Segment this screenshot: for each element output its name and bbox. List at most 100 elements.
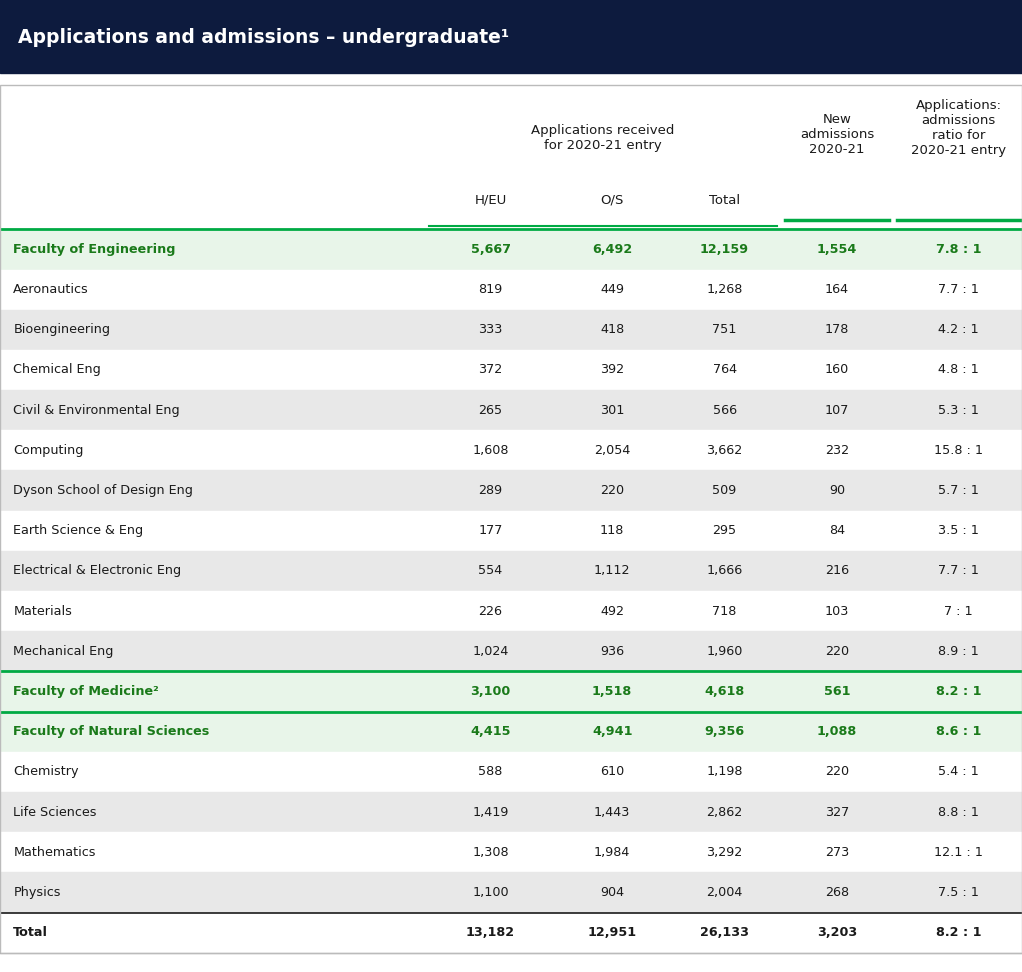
Text: 7.8 : 1: 7.8 : 1 [936, 243, 981, 256]
Text: 1,443: 1,443 [594, 806, 631, 818]
Text: 418: 418 [600, 324, 624, 336]
Text: 904: 904 [600, 885, 624, 899]
Text: 1,608: 1,608 [472, 444, 509, 457]
Text: H/EU: H/EU [474, 193, 507, 207]
Text: Faculty of Engineering: Faculty of Engineering [13, 243, 176, 256]
Bar [0, 591, 1022, 631]
Text: 220: 220 [825, 644, 849, 658]
Bar [0, 913, 1022, 953]
Text: 4,415: 4,415 [470, 725, 511, 738]
Text: 1,666: 1,666 [706, 565, 743, 577]
Text: 751: 751 [712, 324, 737, 336]
Text: 164: 164 [825, 283, 849, 296]
Text: 7.7 : 1: 7.7 : 1 [938, 283, 979, 296]
Text: 12.1 : 1: 12.1 : 1 [934, 846, 983, 858]
Text: 610: 610 [600, 765, 624, 779]
Text: 3,100: 3,100 [470, 685, 511, 698]
Text: Life Sciences: Life Sciences [13, 806, 97, 818]
Text: Applications and admissions – undergraduate¹: Applications and admissions – undergradu… [18, 28, 510, 47]
Text: 8.9 : 1: 8.9 : 1 [938, 644, 979, 658]
Text: 107: 107 [825, 403, 849, 417]
Text: 333: 333 [478, 324, 503, 336]
Bar [0, 350, 1022, 390]
Text: 449: 449 [600, 283, 624, 296]
Text: 588: 588 [478, 765, 503, 779]
Bar [0, 229, 1022, 269]
Text: 84: 84 [829, 524, 845, 538]
Text: 4.2 : 1: 4.2 : 1 [938, 324, 979, 336]
Bar [0, 310, 1022, 350]
Text: Dyson School of Design Eng: Dyson School of Design Eng [13, 484, 193, 497]
Text: 1,554: 1,554 [817, 243, 857, 256]
Text: 509: 509 [712, 484, 737, 497]
Bar [0, 631, 1022, 672]
Text: 12,159: 12,159 [700, 243, 749, 256]
Text: Earth Science & Eng: Earth Science & Eng [13, 524, 143, 538]
Text: 1,984: 1,984 [594, 846, 631, 858]
Text: 273: 273 [825, 846, 849, 858]
Bar [0, 269, 1022, 310]
Text: 1,112: 1,112 [594, 565, 631, 577]
Text: 232: 232 [825, 444, 849, 457]
Text: 764: 764 [712, 364, 737, 376]
Text: 1,088: 1,088 [817, 725, 857, 738]
Text: 1,419: 1,419 [472, 806, 509, 818]
Text: 265: 265 [478, 403, 503, 417]
Text: 1,024: 1,024 [472, 644, 509, 658]
Text: 220: 220 [825, 765, 849, 779]
Text: 15.8 : 1: 15.8 : 1 [934, 444, 983, 457]
Text: 177: 177 [478, 524, 503, 538]
Text: 8.8 : 1: 8.8 : 1 [938, 806, 979, 818]
Bar [0, 792, 1022, 832]
Text: 392: 392 [600, 364, 624, 376]
Text: Electrical & Electronic Eng: Electrical & Electronic Eng [13, 565, 182, 577]
Text: 160: 160 [825, 364, 849, 376]
Text: 566: 566 [712, 403, 737, 417]
Text: 301: 301 [600, 403, 624, 417]
Text: 5.3 : 1: 5.3 : 1 [938, 403, 979, 417]
Text: Faculty of Medicine²: Faculty of Medicine² [13, 685, 159, 698]
Text: 8.2 : 1: 8.2 : 1 [936, 926, 981, 939]
Text: O/S: O/S [601, 193, 623, 207]
Text: 819: 819 [478, 283, 503, 296]
Text: 7 : 1: 7 : 1 [944, 605, 973, 617]
Text: 295: 295 [712, 524, 737, 538]
Text: Total: Total [13, 926, 48, 939]
Text: Total: Total [709, 193, 740, 207]
Text: 289: 289 [478, 484, 503, 497]
Bar [0, 672, 1022, 712]
Text: 12,951: 12,951 [588, 926, 637, 939]
Text: 5.4 : 1: 5.4 : 1 [938, 765, 979, 779]
Text: Applications received
for 2020-21 entry: Applications received for 2020-21 entry [531, 123, 675, 152]
Text: New
admissions
2020-21: New admissions 2020-21 [800, 114, 874, 156]
Bar [0, 470, 1022, 510]
Text: 1,960: 1,960 [706, 644, 743, 658]
Text: 216: 216 [825, 565, 849, 577]
Text: 7.5 : 1: 7.5 : 1 [938, 885, 979, 899]
Text: 118: 118 [600, 524, 624, 538]
Text: 2,004: 2,004 [706, 885, 743, 899]
Bar [0, 872, 1022, 913]
Text: 90: 90 [829, 484, 845, 497]
Bar [0, 551, 1022, 591]
Text: 4.8 : 1: 4.8 : 1 [938, 364, 979, 376]
Text: 2,054: 2,054 [594, 444, 631, 457]
Text: 718: 718 [712, 605, 737, 617]
Text: 3,292: 3,292 [706, 846, 743, 858]
Bar [0, 751, 1022, 792]
Text: 26,133: 26,133 [700, 926, 749, 939]
Text: Aeronautics: Aeronautics [13, 283, 89, 296]
Text: 1,308: 1,308 [472, 846, 509, 858]
Text: 1,100: 1,100 [472, 885, 509, 899]
Text: 5,667: 5,667 [470, 243, 511, 256]
Text: 220: 220 [600, 484, 624, 497]
Text: Chemical Eng: Chemical Eng [13, 364, 101, 376]
Bar [0, 0, 1022, 73]
Bar [0, 712, 1022, 751]
Text: Civil & Environmental Eng: Civil & Environmental Eng [13, 403, 180, 417]
Text: Materials: Materials [13, 605, 73, 617]
Text: 268: 268 [825, 885, 849, 899]
Text: Computing: Computing [13, 444, 84, 457]
Text: 2,862: 2,862 [706, 806, 743, 818]
Text: 327: 327 [825, 806, 849, 818]
